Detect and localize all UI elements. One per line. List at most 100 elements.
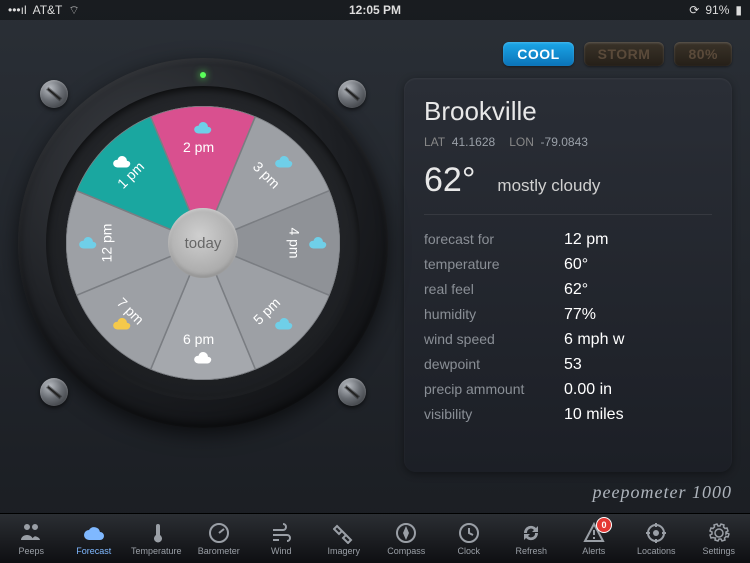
status-chips: COOL STORM 80% [404, 42, 732, 66]
detail-key: real feel [424, 281, 564, 299]
current-condition: mostly cloudy [497, 176, 600, 196]
chip-storm[interactable]: STORM [584, 42, 665, 66]
tab-compass[interactable]: Compass [375, 514, 438, 563]
tab-refresh[interactable]: Refresh [500, 514, 563, 563]
detail-key: wind speed [424, 331, 564, 349]
compass-icon [395, 522, 417, 544]
detail-value: 62° [564, 281, 588, 299]
alert-badge: 0 [597, 518, 611, 532]
tab-locations[interactable]: Locations [625, 514, 688, 563]
dial-face[interactable]: today 12 pm1 pm2 pm3 pm4 pm5 pm6 pm7 pm [66, 106, 340, 380]
carrier-label: AT&T [33, 3, 63, 17]
clock-label: 12:05 PM [349, 3, 401, 17]
signal-icon: •••ıl [8, 3, 27, 17]
tab-label: Compass [387, 546, 425, 556]
detail-value: 12 pm [564, 231, 608, 249]
cloudy-icon [273, 153, 295, 171]
segment-label: 6 pm [183, 331, 214, 347]
detail-key: precip ammount [424, 381, 564, 399]
detail-row: wind speed6 mph w [424, 331, 712, 349]
cloudy-icon [273, 315, 295, 333]
cloudy-icon [111, 315, 133, 333]
segment-label: 2 pm [183, 139, 214, 155]
battery-label: 91% [705, 3, 729, 17]
gauge-icon [208, 522, 230, 544]
gear-icon [708, 522, 730, 544]
users-icon [20, 522, 42, 544]
thermo-icon [145, 522, 167, 544]
segment-label: 4 pm [287, 227, 303, 258]
tab-barometer[interactable]: Barometer [188, 514, 251, 563]
detail-row: precip ammount0.00 in [424, 381, 712, 399]
cloudy-icon [192, 119, 214, 137]
tab-label: Forecast [76, 546, 111, 556]
hub-label: today [185, 235, 222, 252]
forecast-dial[interactable]: today 12 pm1 pm2 pm3 pm4 pm5 pm6 pm7 pm [18, 58, 388, 428]
tab-label: Temperature [131, 546, 182, 556]
tab-label: Settings [702, 546, 735, 556]
tab-label: Clock [457, 546, 480, 556]
wifi-icon: ⌔ [68, 3, 79, 18]
detail-value: 10 miles [564, 406, 624, 424]
detail-row: humidity77% [424, 306, 712, 324]
chip-humidity[interactable]: 80% [674, 42, 732, 66]
chip-cool[interactable]: COOL [503, 42, 573, 66]
refresh-icon [520, 522, 542, 544]
detail-row: dewpoint53 [424, 356, 712, 374]
info-panel: Brookville LAT 41.1628 LON -79.0843 62° … [404, 78, 732, 472]
tab-temperature[interactable]: Temperature [125, 514, 188, 563]
led-indicator [200, 72, 206, 78]
detail-key: temperature [424, 256, 564, 274]
tab-label: Locations [637, 546, 676, 556]
detail-key: dewpoint [424, 356, 564, 374]
screw-icon [40, 378, 68, 406]
tab-forecast[interactable]: Forecast [63, 514, 126, 563]
tab-alerts[interactable]: Alerts 0 [563, 514, 626, 563]
lon-value: -79.0843 [541, 135, 588, 149]
cloud-icon [83, 522, 105, 544]
tab-label: Peeps [18, 546, 44, 556]
tab-peeps[interactable]: Peeps [0, 514, 63, 563]
detail-value: 0.00 in [564, 381, 612, 399]
tab-settings[interactable]: Settings [688, 514, 750, 563]
tab-label: Alerts [582, 546, 605, 556]
detail-key: forecast for [424, 231, 564, 249]
detail-row: temperature60° [424, 256, 712, 274]
detail-rows: forecast for12 pmtemperature60°real feel… [424, 231, 712, 424]
screw-icon [40, 80, 68, 108]
detail-key: visibility [424, 406, 564, 424]
detail-row: forecast for12 pm [424, 231, 712, 249]
tab-clock[interactable]: Clock [438, 514, 501, 563]
screw-icon [338, 378, 366, 406]
detail-row: real feel62° [424, 281, 712, 299]
battery-icon: ▮ [735, 3, 742, 17]
lat-label: LAT [424, 135, 445, 149]
tab-imagery[interactable]: Imagery [313, 514, 376, 563]
detail-value: 60° [564, 256, 588, 274]
cloudy-icon [307, 234, 329, 252]
tab-wind[interactable]: Wind [250, 514, 313, 563]
detail-value: 77% [564, 306, 596, 324]
segment-label: 12 pm [98, 224, 114, 263]
coordinates: LAT 41.1628 LON -79.0843 [424, 135, 712, 149]
cloudy-icon [192, 349, 214, 367]
wind-icon [270, 522, 292, 544]
detail-value: 53 [564, 356, 582, 374]
tab-label: Imagery [327, 546, 360, 556]
target-icon [645, 522, 667, 544]
cloudy-icon [77, 234, 99, 252]
tab-label: Wind [271, 546, 292, 556]
current-temp: 62° [424, 161, 475, 200]
sat-icon [333, 522, 355, 544]
screw-icon [338, 80, 366, 108]
current-conditions: 62° mostly cloudy [424, 161, 712, 215]
lat-value: 41.1628 [452, 135, 495, 149]
tab-bar: Peeps Forecast Temperature Barometer Wind Ima… [0, 513, 750, 563]
orientation-lock-icon: ⟳ [689, 3, 699, 17]
detail-key: humidity [424, 306, 564, 324]
brand-label: peepometer 1000 [404, 482, 732, 503]
dial-hub[interactable]: today [168, 208, 238, 278]
status-bar: •••ıl AT&T ⌔ 12:05 PM ⟳ 91% ▮ [0, 0, 750, 20]
lon-label: LON [509, 135, 534, 149]
cloudy-icon [111, 153, 133, 171]
